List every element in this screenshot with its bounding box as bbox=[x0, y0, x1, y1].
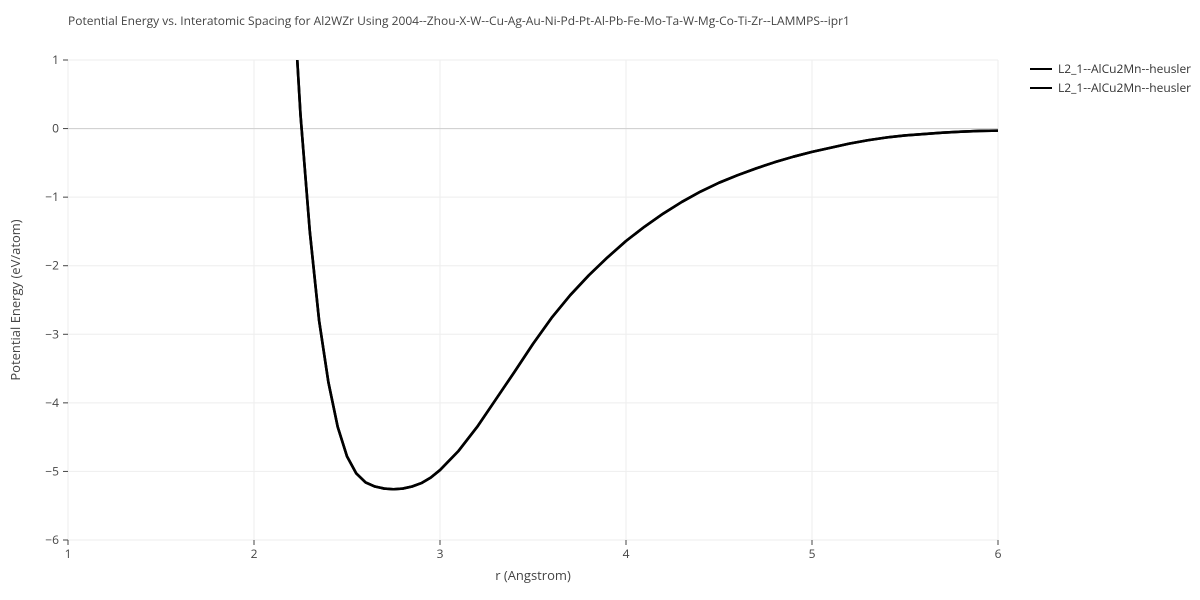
y-tick-label: −2 bbox=[45, 257, 59, 274]
y-tick-label: −5 bbox=[45, 462, 59, 479]
x-tick-label: 3 bbox=[437, 545, 444, 562]
axis-ticks: 1 2 3 4 5 6 −6 −5 −4 −3 −2 −1 0 1 bbox=[45, 51, 1001, 562]
y-tick-label: −6 bbox=[45, 531, 59, 548]
gridlines bbox=[68, 60, 998, 540]
axis-labels: r (Angstrom) Potential Energy (eV/atom) bbox=[6, 219, 571, 584]
legend-swatch-icon bbox=[1030, 68, 1052, 70]
y-tick-label: −4 bbox=[45, 394, 59, 411]
x-tick-label: 2 bbox=[251, 545, 258, 562]
legend[interactable]: L2_1--AlCu2Mn--heusler L2_1--AlCu2Mn--heu… bbox=[1030, 60, 1191, 98]
legend-item-1[interactable]: L2_1--AlCu2Mn--heusler bbox=[1030, 79, 1191, 96]
chart-plot-area[interactable]: 1 2 3 4 5 6 −6 −5 −4 −3 −2 −1 0 1 r (Angstrom) Potenti… bbox=[0, 0, 1200, 600]
legend-swatch-icon bbox=[1030, 87, 1052, 89]
legend-label: L2_1--AlCu2Mn--heusler bbox=[1058, 60, 1191, 77]
x-tick-label: 4 bbox=[623, 545, 630, 562]
x-tick-label: 6 bbox=[995, 545, 1002, 562]
x-tick-label: 1 bbox=[65, 545, 72, 562]
x-tick-label: 5 bbox=[809, 545, 816, 562]
series-line-1[interactable] bbox=[291, 0, 998, 489]
y-tick-label: 0 bbox=[52, 120, 59, 137]
legend-item-0[interactable]: L2_1--AlCu2Mn--heusler bbox=[1030, 60, 1191, 77]
legend-label: L2_1--AlCu2Mn--heusler bbox=[1058, 79, 1191, 96]
y-tick-label: −1 bbox=[45, 188, 59, 205]
x-axis-label: r (Angstrom) bbox=[495, 566, 571, 584]
y-tick-label: −3 bbox=[45, 325, 59, 342]
y-axis-label: Potential Energy (eV/atom) bbox=[6, 219, 24, 380]
series-group bbox=[291, 0, 998, 489]
chart-container: { "chart": { "type": "line", "title": "P… bbox=[0, 0, 1200, 600]
y-tick-label: 1 bbox=[52, 51, 59, 68]
series-line-0[interactable] bbox=[291, 0, 998, 489]
